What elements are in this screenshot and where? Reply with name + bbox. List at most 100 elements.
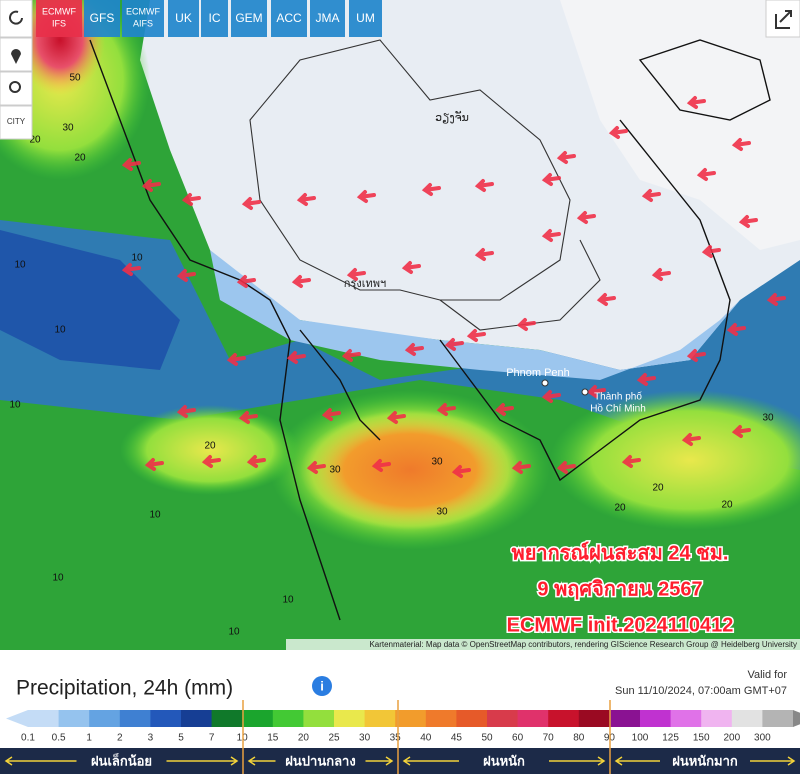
model-label: IFS bbox=[52, 18, 66, 28]
wind-arrow bbox=[541, 173, 561, 186]
attribution: Kartenmaterial: Map data © OpenStreetMap… bbox=[369, 640, 797, 649]
model-button[interactable] bbox=[168, 0, 199, 37]
scale-arrow-right bbox=[793, 710, 800, 727]
wind-arrow bbox=[608, 126, 628, 139]
wind-arrow bbox=[201, 455, 221, 468]
scale-label: 0.1 bbox=[21, 733, 35, 744]
wind-arrow bbox=[356, 190, 376, 203]
scale-cell bbox=[487, 710, 519, 727]
scale-cell bbox=[28, 710, 60, 727]
wind-arrow bbox=[726, 323, 746, 336]
scale-label: 50 bbox=[481, 733, 493, 744]
wind-arrow bbox=[421, 183, 441, 196]
overlay-line: ECMWF init.2024110412 bbox=[507, 614, 734, 636]
wind-arrow bbox=[474, 179, 494, 192]
wind-arrow bbox=[451, 465, 471, 478]
wind-arrow bbox=[621, 455, 641, 468]
scale-cell bbox=[364, 710, 396, 727]
category-label-bg bbox=[275, 751, 366, 771]
border bbox=[249, 39, 601, 331]
wind-arrow bbox=[296, 193, 316, 206]
info-icon: i bbox=[320, 678, 324, 693]
city-button[interactable] bbox=[0, 105, 33, 140]
scale-cell bbox=[609, 710, 641, 727]
scale-cell bbox=[578, 710, 610, 727]
contour-label: 10 bbox=[14, 260, 26, 271]
scale-label: 125 bbox=[662, 733, 679, 744]
place-label: ວຽງຈັນ bbox=[435, 110, 469, 124]
map[interactable]: 50 30 20 20 10 10 10 10 20 10 30 30 30 20 20 30 20 10 10 10… bbox=[0, 0, 800, 650]
place-label: Phnom Penh bbox=[506, 367, 570, 379]
wind-arrow bbox=[586, 385, 606, 398]
scale-label: 70 bbox=[543, 733, 555, 744]
search-icon bbox=[9, 81, 21, 93]
model-button[interactable] bbox=[349, 0, 382, 37]
wind-arrow bbox=[436, 403, 456, 416]
contour-label: 20 bbox=[652, 483, 664, 494]
wind-arrow bbox=[306, 461, 326, 474]
wind-arrow bbox=[181, 193, 201, 206]
city-marker bbox=[541, 379, 549, 387]
search-button[interactable] bbox=[0, 71, 33, 106]
rain-area bbox=[550, 390, 800, 530]
wind-arrow bbox=[286, 351, 306, 364]
wind-arrow bbox=[731, 138, 751, 151]
city-marker bbox=[581, 388, 589, 396]
wind-arrow bbox=[541, 390, 561, 403]
valid-label: Valid for bbox=[747, 669, 787, 681]
scale-label: 25 bbox=[328, 733, 340, 744]
refresh-button[interactable] bbox=[0, 0, 33, 38]
scale-cell bbox=[517, 710, 549, 727]
forecast-overlay: พยากรณ์ฝนสะสม 24 ชม. 9 พฤศจิกายน 2567 EC… bbox=[505, 540, 735, 638]
place-label: Thành phố bbox=[594, 391, 642, 403]
scale-label: 5 bbox=[178, 733, 184, 744]
refresh-icon bbox=[9, 10, 23, 25]
wind-arrow bbox=[766, 293, 786, 306]
rain-area bbox=[0, 230, 180, 370]
wind-arrows bbox=[121, 96, 786, 478]
info-button[interactable] bbox=[312, 676, 332, 696]
place-label: กรุงเทพฯ bbox=[344, 278, 386, 290]
model-button[interactable] bbox=[84, 0, 120, 37]
model-button[interactable] bbox=[271, 0, 307, 37]
wind-arrow bbox=[466, 329, 486, 342]
model-button[interactable] bbox=[231, 0, 267, 37]
scale-cell bbox=[456, 710, 488, 727]
model-label: UK bbox=[175, 11, 192, 25]
scale-cell bbox=[150, 710, 182, 727]
scale-cell bbox=[211, 710, 243, 727]
category-label: ฝนหนักมาก bbox=[672, 753, 738, 768]
contour-label: 30 bbox=[436, 507, 448, 518]
category-label: ฝนปานกลาง bbox=[285, 753, 355, 768]
model-label: ACC bbox=[276, 11, 302, 25]
contour-labels: 50 30 20 20 10 10 10 10 20 10 30 30 30 20 20 30 20 10 10 10 bbox=[9, 73, 774, 638]
model-button[interactable] bbox=[36, 0, 82, 37]
category-label: ฝนเล็กน้อย bbox=[91, 751, 152, 768]
wind-arrow bbox=[701, 245, 721, 258]
contour-label: 50 bbox=[69, 73, 81, 84]
scale-label: 300 bbox=[754, 733, 771, 744]
scale-cell bbox=[731, 710, 763, 727]
wind-arrow bbox=[236, 275, 256, 288]
wind-arrow bbox=[636, 373, 656, 386]
scale-cell bbox=[242, 710, 274, 727]
model-button[interactable] bbox=[310, 0, 345, 37]
model-button[interactable] bbox=[201, 0, 228, 37]
wind-arrow bbox=[121, 263, 141, 276]
wind-arrow bbox=[696, 168, 716, 181]
rain-area bbox=[120, 405, 300, 495]
rain-area bbox=[210, 250, 740, 380]
contour-label: 10 bbox=[52, 573, 64, 584]
model-label: ECMWF bbox=[42, 6, 76, 16]
model-button[interactable] bbox=[122, 0, 164, 37]
wind-arrow bbox=[494, 403, 514, 416]
wind-arrow bbox=[291, 275, 311, 288]
scale-cell bbox=[89, 710, 121, 727]
model-label: AIFS bbox=[133, 18, 153, 28]
city-label: CITY bbox=[7, 117, 26, 126]
scale-label: 100 bbox=[632, 733, 649, 744]
wind-arrow bbox=[516, 318, 536, 331]
wind-arrow bbox=[401, 261, 421, 274]
scale-cell bbox=[670, 710, 702, 727]
scale-cell bbox=[701, 710, 733, 727]
